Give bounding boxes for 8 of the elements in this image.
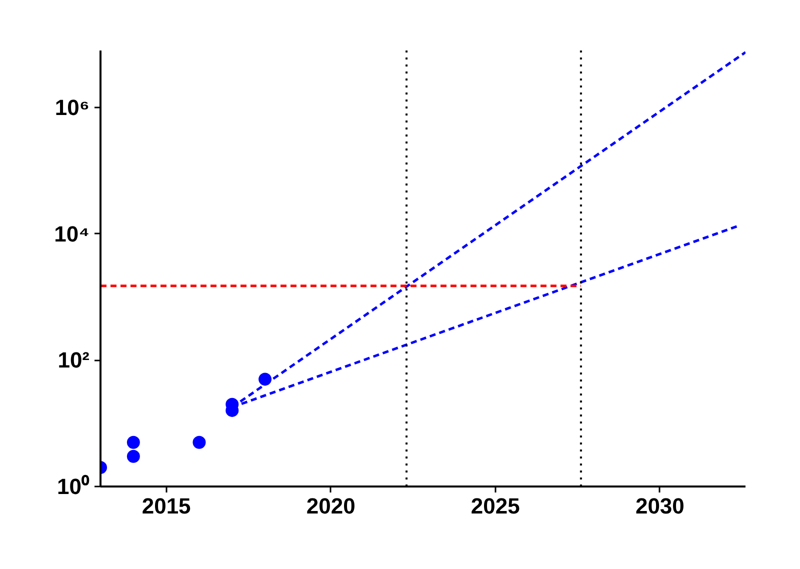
- x-tick-label: 2020: [306, 494, 356, 518]
- y-tick-label: 10⁴: [54, 221, 90, 246]
- y-tick-label: 10⁶: [54, 95, 90, 120]
- x-tick-label: 2025: [470, 494, 520, 518]
- y-tick-label: 10⁰: [57, 474, 90, 499]
- y-tick-label: 10²: [58, 348, 90, 373]
- x-tick-label: 2030: [635, 494, 684, 518]
- x-tick-label: 2015: [142, 494, 191, 518]
